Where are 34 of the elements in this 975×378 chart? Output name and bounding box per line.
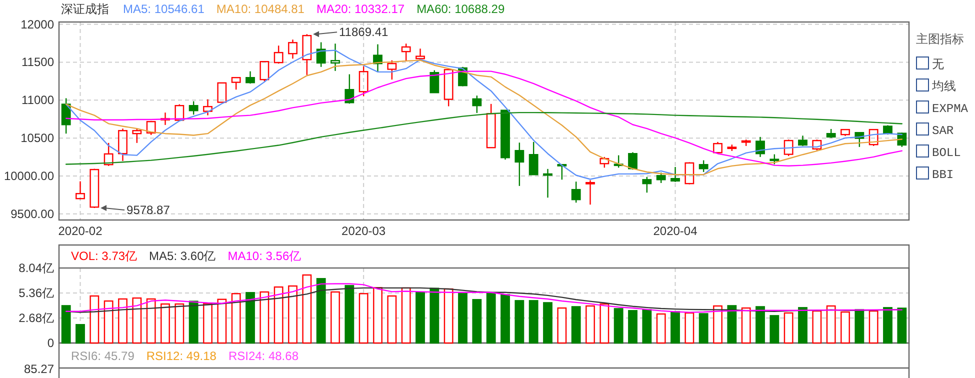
text: 85.27 — [24, 362, 54, 376]
text: 无 — [932, 58, 944, 72]
text: MA5: 3.60亿 — [149, 249, 216, 263]
y-tick-label: 10500 — [20, 131, 54, 146]
y-tick-label: 9500.00 — [10, 206, 54, 221]
y-tick-label: 11500 — [22, 55, 54, 70]
text: 主图指标 — [916, 32, 964, 46]
text: BBI — [932, 168, 954, 182]
text: MA5: 10546.61 — [123, 2, 205, 16]
text: MA60: 10688.29 — [416, 2, 505, 16]
y-tick-label: 12000 — [20, 17, 54, 32]
text: 均线 — [931, 80, 956, 94]
x-tick-label: 2020-03 — [342, 224, 386, 238]
text: BOLL — [932, 146, 961, 160]
y-tick-label: 5.36亿 — [18, 286, 54, 300]
x-tick-label: 2020-04 — [653, 224, 698, 238]
x-tick-label: 2020-02 — [58, 224, 103, 238]
text: MA10: 3.56亿 — [228, 249, 302, 263]
y-tick-label: 0 — [47, 336, 54, 350]
annotation: 9578.87 — [126, 202, 170, 217]
text: MA10: 10484.81 — [216, 2, 305, 16]
text: SAR — [932, 124, 954, 138]
text: RSI12: 49.18 — [146, 349, 217, 363]
y-tick-label: 11000 — [22, 93, 54, 108]
y-tick-label: 8.04亿 — [18, 261, 54, 275]
y-tick-label: 2.68亿 — [18, 311, 54, 325]
chart-title: 深证成指 — [61, 2, 109, 16]
text: RSI24: 48.68 — [228, 349, 299, 363]
annotation: 11869.41 — [339, 25, 389, 40]
text: VOL: 3.73亿 — [71, 249, 138, 263]
text: MA20: 10332.17 — [316, 2, 405, 16]
text: EXPMA — [932, 102, 969, 116]
y-tick-label: 10000.00 — [4, 169, 54, 183]
text: RSI6: 45.79 — [71, 349, 135, 363]
